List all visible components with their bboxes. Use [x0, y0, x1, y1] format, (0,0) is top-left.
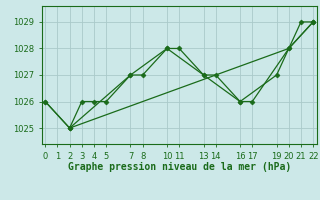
X-axis label: Graphe pression niveau de la mer (hPa): Graphe pression niveau de la mer (hPa) [68, 162, 291, 172]
